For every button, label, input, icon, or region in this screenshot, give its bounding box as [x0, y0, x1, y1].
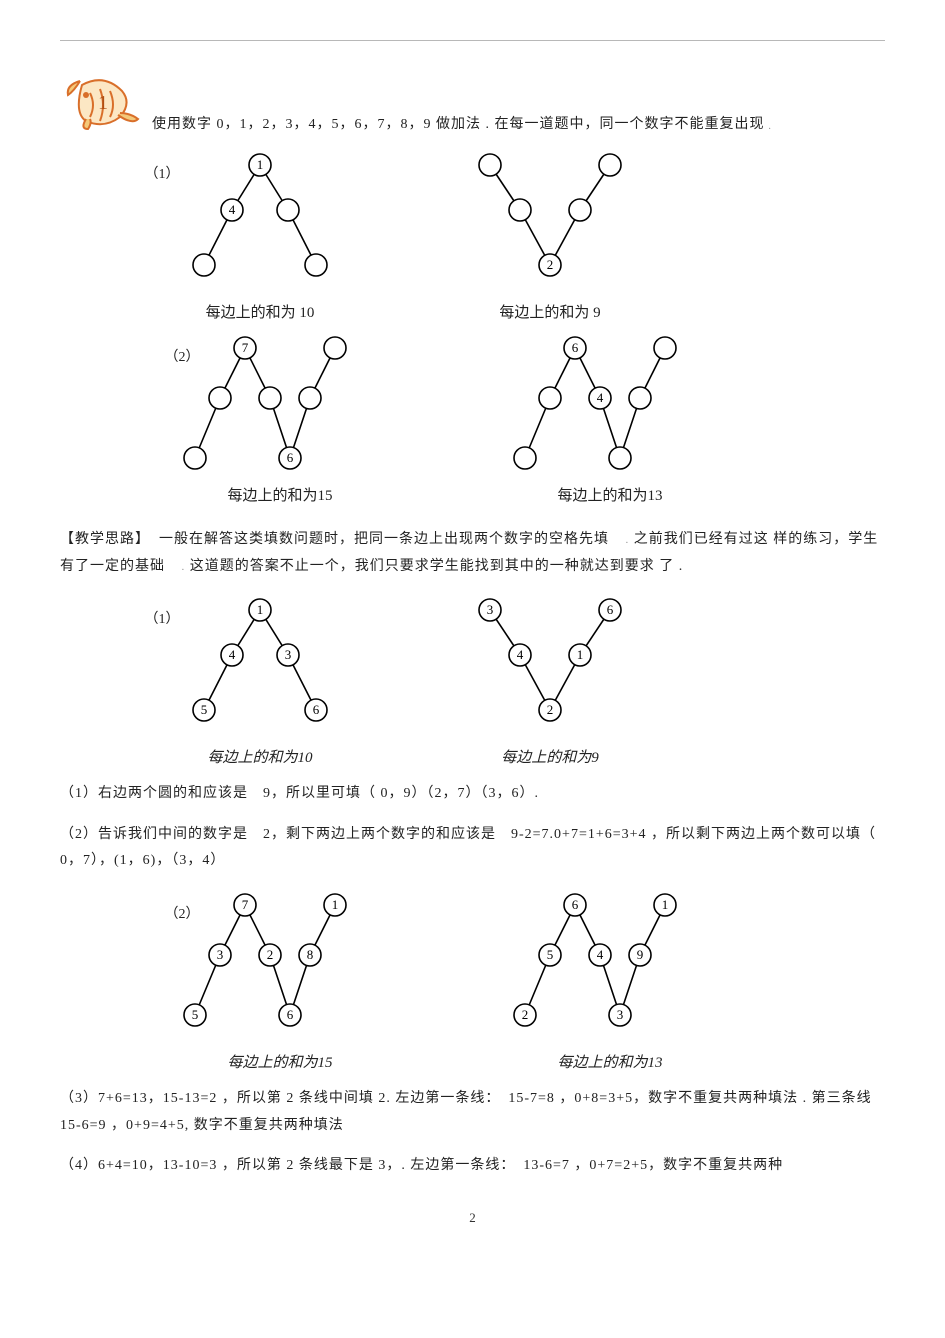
explanation-1: （1）右边两个圆的和应该是 9，所以里可填（ 0，9）（2，7）（3，6）.	[60, 781, 885, 808]
svg-text:3: 3	[217, 947, 224, 962]
explanation-2: （2）告诉我们中间的数字是 2，剩下两边上两个数字的和应该是 9-2=7.0+7…	[60, 822, 885, 875]
diagram-lambda-q1: 14	[160, 145, 360, 295]
solution-2-left: （2） 5372681 每边上的和为15	[160, 885, 400, 1072]
caption: 每边上的和为13	[557, 484, 662, 505]
problem-2-left: （2） 76 每边上的和为15	[160, 328, 400, 505]
svg-text:3: 3	[487, 602, 494, 617]
caption: 每边上的和为9	[501, 746, 599, 767]
teaching-d: 这道题的答案不止一个，我们只要求学生能找到其中的一种就达到要求	[190, 559, 655, 574]
svg-text:4: 4	[597, 947, 604, 962]
svg-text:1: 1	[662, 897, 669, 912]
svg-text:6: 6	[287, 450, 294, 465]
svg-text:8: 8	[307, 947, 314, 962]
svg-text:6: 6	[313, 702, 320, 717]
svg-text:6: 6	[607, 602, 614, 617]
teaching-label: 【教学思路】	[60, 532, 150, 547]
svg-text:6: 6	[287, 1007, 294, 1022]
solution-2-right: 2 5 6 4 3 9 1 每边上的和为13	[490, 885, 730, 1072]
introduction-text: 使用数字 0，1，2，3，4，5，6，7，8，9 做加法 . 在每一道题中，同一…	[152, 112, 765, 137]
explanation-3: （3）7+6=13，15-13=2 ，所以第 2 条线中间填 2. 左边第一条线…	[60, 1086, 885, 1139]
fish-number: 1	[98, 92, 108, 114]
solution-1-left: （1） 14536 每边上的和为10	[160, 590, 360, 767]
svg-text:7: 7	[242, 897, 249, 912]
caption: 每边上的和为10	[207, 746, 312, 767]
page-number: 2	[60, 1210, 885, 1226]
svg-text:1: 1	[577, 647, 584, 662]
teaching-a: 一般在解答这类填数问题时，把同一条边上出现两个数字的空格先填	[159, 532, 609, 547]
fish-icon: 1	[60, 71, 146, 137]
problem-row-2: （2） 76 每边上的和为15 64 每边上的和为13	[160, 328, 885, 505]
teaching-b: 之前我们已经有过这	[634, 532, 769, 547]
top-divider	[60, 40, 885, 41]
diagram-vee-s1: 3 4 2 1 6	[450, 590, 650, 740]
caption: 每边上的和为15	[227, 1051, 332, 1072]
svg-text:2: 2	[547, 257, 554, 272]
caption: 每边上的和为 10	[206, 301, 315, 322]
diagram-lambda-s1: 1 4 5 3 6	[160, 590, 360, 740]
teaching-e: 了 .	[659, 559, 683, 574]
problem-row-1: （1） 14 每边上的和为 10 2 每边上的和为 9	[160, 145, 885, 322]
svg-text:1: 1	[332, 897, 339, 912]
svg-text:3: 3	[617, 1007, 624, 1022]
sep: .	[170, 561, 186, 573]
svg-text:6: 6	[572, 897, 579, 912]
solution-row-1: （1） 14536 每边上的和为10 34216 每边上的和为9	[160, 590, 885, 767]
intro-row: 1 使用数字 0，1，2，3，4，5，6，7，8，9 做加法 . 在每一道题中，…	[60, 71, 885, 137]
svg-text:9: 9	[637, 947, 644, 962]
svg-text:2: 2	[267, 947, 274, 962]
svg-text:3: 3	[285, 647, 292, 662]
trailing-dot: .	[765, 117, 773, 137]
svg-text:5: 5	[201, 702, 208, 717]
caption: 每边上的和为 9	[499, 301, 600, 322]
svg-text:4: 4	[597, 390, 604, 405]
svg-text:4: 4	[517, 647, 524, 662]
caption: 每边上的和为13	[557, 1051, 662, 1072]
teaching-paragraph: 【教学思路】 一般在解答这类填数问题时，把同一条边上出现两个数字的空格先填 . …	[60, 527, 885, 580]
svg-text:4: 4	[229, 202, 236, 217]
diagram-zigzag-q2r: 64	[490, 328, 730, 478]
solution-1-right: 3 4 2 1 6 每边上的和为9	[450, 590, 650, 767]
diagram-vee-q1: 2	[450, 145, 650, 295]
svg-text:2: 2	[522, 1007, 529, 1022]
svg-text:5: 5	[547, 947, 554, 962]
problem-1-left: （1） 14 每边上的和为 10	[160, 145, 360, 322]
sep: .	[614, 534, 630, 546]
solution-row-2: （2） 5372681 每边上的和为15 2564391 每边上的和为13	[160, 885, 885, 1072]
svg-text:7: 7	[242, 340, 249, 355]
svg-text:4: 4	[229, 647, 236, 662]
problem-1-right: 2 每边上的和为 9	[450, 145, 650, 322]
svg-text:5: 5	[192, 1007, 199, 1022]
svg-text:1: 1	[257, 602, 264, 617]
diagram-zigzag-s2r: 2 5 6 4 3 9 1	[490, 885, 730, 1045]
caption: 每边上的和为15	[227, 484, 332, 505]
explanation-4: （4）6+4=10，13-10=3 ，所以第 2 条线最下是 3，. 左边第一条…	[60, 1153, 885, 1180]
svg-text:6: 6	[572, 340, 579, 355]
svg-text:1: 1	[257, 157, 264, 172]
svg-text:2: 2	[547, 702, 554, 717]
problem-2-right: 64 每边上的和为13	[490, 328, 730, 505]
